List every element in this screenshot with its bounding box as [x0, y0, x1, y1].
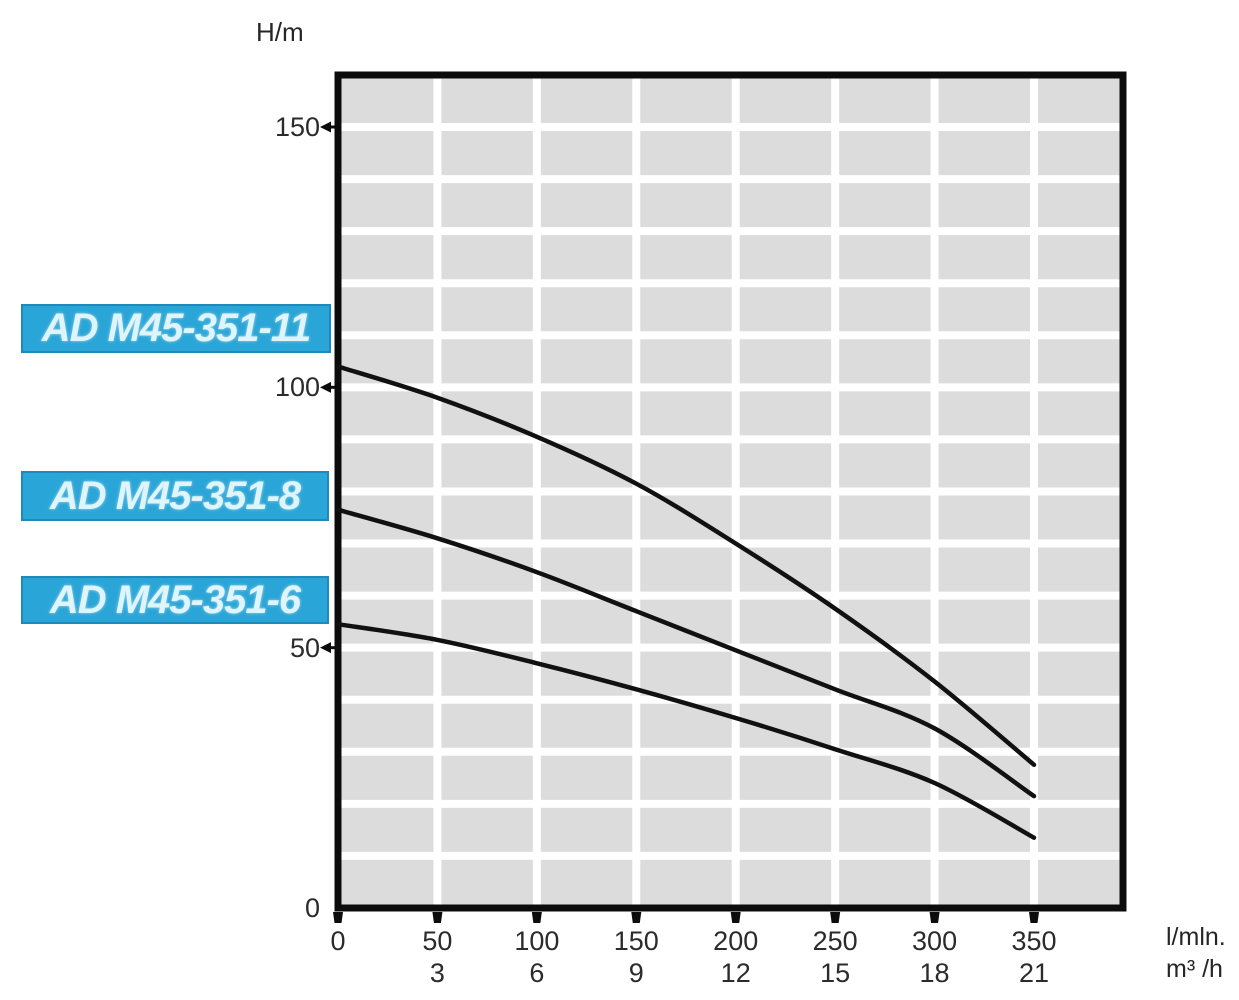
- x-tick-label-m3h-21: 21: [1018, 958, 1050, 988]
- x-tick-label-m3h-12: 12: [720, 958, 751, 988]
- x-tick-label-m3h-6: 6: [529, 958, 545, 988]
- x-tick-label-lmin-300: 300: [912, 926, 958, 956]
- series-label-text: AD M45-351-6: [49, 577, 301, 622]
- x-tick-label-lmin-150: 150: [613, 926, 659, 956]
- series-label-text: AD M45-351-8: [49, 473, 301, 518]
- y-tick-tail: [329, 385, 337, 389]
- x-tick-mark: [631, 912, 642, 923]
- y-axis-title: H/m: [256, 17, 304, 47]
- pump-curve-ad-m45-351-6: [335, 621, 1037, 840]
- series-label-text: AD M45-351-11: [41, 306, 312, 350]
- x-tick-mark: [432, 912, 443, 923]
- y-tick-label-50: 50: [289, 632, 320, 663]
- y-tick-arrow: [320, 381, 331, 393]
- x-tick-label-lmin-0: 0: [330, 926, 346, 956]
- x-tick-mark: [929, 912, 940, 923]
- pump-curve-ad-m45-351-8: [335, 507, 1037, 799]
- series-label-ad-m45-351-6: AD M45-351-6: [21, 576, 329, 624]
- y-tick-tail: [329, 646, 337, 650]
- plot-frame: [334, 71, 1127, 912]
- x-tick-label-lmin-100: 100: [514, 926, 560, 956]
- x-tick-label-lmin-200: 200: [713, 926, 759, 956]
- y-tick-tail: [329, 125, 337, 129]
- x-tick-label-m3h-3: 3: [429, 958, 445, 988]
- x-axis-unit-secondary: m³ /h: [1166, 955, 1223, 983]
- y-tick-arrow: [320, 642, 331, 654]
- x-tick-label-m3h-9: 9: [628, 958, 644, 988]
- y-tick-arrow: [320, 121, 331, 133]
- x-tick-mark: [1029, 912, 1039, 923]
- series-label-ad-m45-351-11: AD M45-351-11: [21, 304, 331, 353]
- y-tick-label-0: 0: [304, 893, 320, 923]
- x-tick-mark: [730, 912, 741, 923]
- x-tick-label-lmin-250: 250: [812, 926, 858, 956]
- x-axis-unit-primary: l/mln.: [1166, 923, 1226, 951]
- x-tick-mark: [830, 912, 841, 923]
- pump-curve-ad-m45-351-11: [335, 364, 1037, 768]
- y-tick-label-100: 100: [274, 372, 320, 403]
- x-tick-label-m3h-18: 18: [919, 958, 950, 988]
- x-tick-label-lmin-50: 50: [422, 926, 453, 956]
- y-tick-label-150: 150: [274, 112, 320, 142]
- x-tick-mark: [531, 912, 542, 923]
- x-tick-mark: [333, 912, 343, 923]
- series-label-ad-m45-351-8: AD M45-351-8: [21, 471, 329, 521]
- x-tick-label-m3h-15: 15: [820, 958, 851, 988]
- x-tick-label-lmin-350: 350: [1011, 926, 1057, 956]
